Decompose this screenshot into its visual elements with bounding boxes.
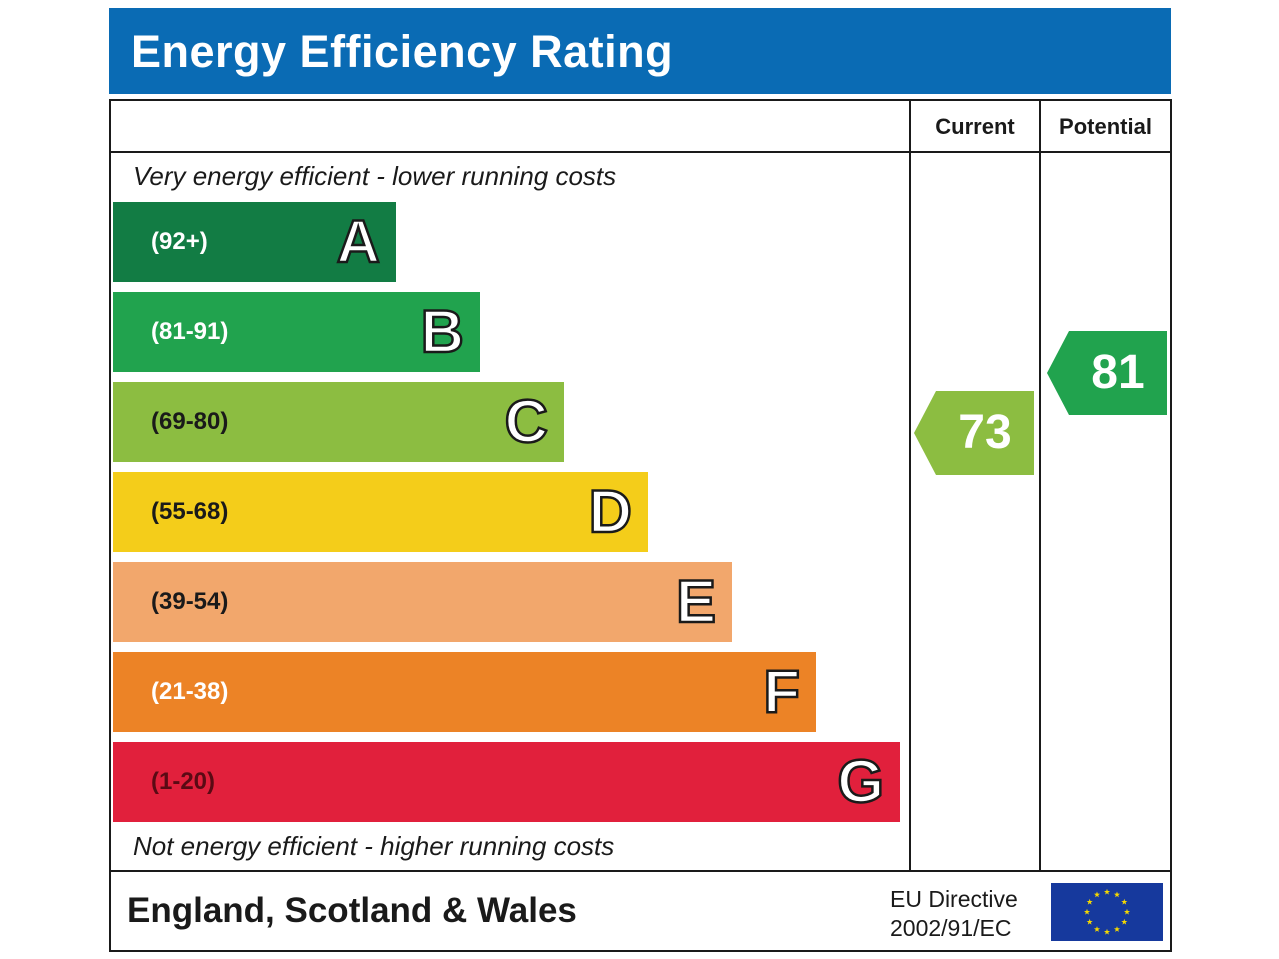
header-bar: Energy Efficiency Rating <box>109 8 1171 94</box>
potential-column-header: Potential <box>1059 114 1152 139</box>
eu-star-icon <box>1093 891 1101 898</box>
current-column-divider <box>909 101 911 872</box>
potential-rating-value: 81 <box>1091 346 1145 399</box>
top-note: Very energy efficient - lower running co… <box>133 161 617 191</box>
band-g: (1-20) G <box>113 742 900 822</box>
band-letter: G <box>836 747 885 817</box>
chart-title: Energy Efficiency Rating <box>131 26 674 77</box>
band-letter: B <box>419 297 465 367</box>
eu-star-icon <box>1103 928 1111 935</box>
rating-chart: Current Potential Very energy efficient … <box>109 99 1172 952</box>
eu-star-icon <box>1123 908 1131 915</box>
potential-rating-arrow: 81 <box>1047 331 1167 415</box>
band-letter: E <box>675 567 718 637</box>
eu-star-icon <box>1121 898 1128 905</box>
eu-directive-line2: 2002/91/EC <box>890 915 1012 941</box>
band-letter: D <box>587 477 633 547</box>
current-column-header: Current <box>935 114 1015 139</box>
band-f: (21-38) F <box>113 652 816 732</box>
band-range-label: (81-91) <box>151 318 229 345</box>
header-divider <box>111 151 1170 153</box>
eu-directive: EU Directive 2002/91/EC <box>890 885 1018 943</box>
potential-arrow-shape <box>1047 331 1167 415</box>
eu-star-icon <box>1113 891 1121 898</box>
eu-star-icon <box>1113 926 1121 932</box>
current-rating-value: 73 <box>958 406 1012 459</box>
current-rating-arrow: 73 <box>914 391 1034 475</box>
eu-star-icon <box>1121 918 1128 925</box>
band-c: (69-80) C <box>113 382 564 462</box>
eu-star-icon <box>1093 926 1101 932</box>
eu-flag-icon <box>1051 883 1163 941</box>
band-e: (39-54) E <box>113 562 732 642</box>
potential-column-divider <box>1039 101 1041 872</box>
bottom-note: Not energy efficient - higher running co… <box>133 831 615 861</box>
eu-directive-line1: EU Directive <box>890 886 1018 912</box>
band-range-label: (55-68) <box>151 498 229 525</box>
band-range-label: (92+) <box>151 228 208 255</box>
eu-star-icon <box>1083 908 1091 915</box>
band-letter: F <box>762 657 801 727</box>
eu-star-icon <box>1086 898 1093 905</box>
band-range-label: (39-54) <box>151 588 229 615</box>
band-b: (81-91) B <box>113 292 480 372</box>
band-letter: A <box>335 207 381 277</box>
band-a: (92+) A <box>113 202 396 282</box>
band-range-label: (21-38) <box>151 678 229 705</box>
region-label: England, Scotland & Wales <box>127 891 577 930</box>
footer-divider <box>111 870 1170 872</box>
band-range-label: (69-80) <box>151 408 229 435</box>
band-letter: C <box>503 387 549 457</box>
eu-star-icon <box>1103 888 1111 895</box>
band-range-label: (1-20) <box>151 768 216 795</box>
band-d: (55-68) D <box>113 472 648 552</box>
eu-star-icon <box>1086 918 1093 925</box>
current-arrow-shape <box>914 391 1034 475</box>
